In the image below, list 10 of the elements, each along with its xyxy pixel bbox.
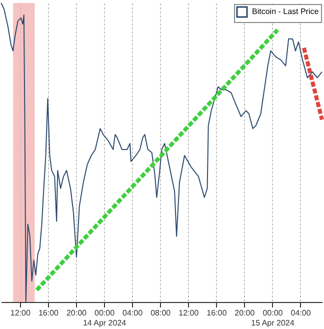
x-tick-label: 04:00 (290, 308, 312, 318)
x-tick-label: 12:00 (10, 308, 31, 318)
x-tick-label: 20:00 (66, 308, 88, 318)
x-tick-label: 08:00 (150, 308, 172, 318)
x-tick-label: 12:00 (178, 308, 200, 318)
x-tick-label: 20:00 (234, 308, 256, 318)
x-tick-label: 04:00 (122, 308, 144, 318)
x-tick-label: 16:00 (206, 308, 228, 318)
x-tick-label: 16:00 (38, 308, 60, 318)
legend-label: Bitcoin - Last Price (252, 7, 320, 16)
